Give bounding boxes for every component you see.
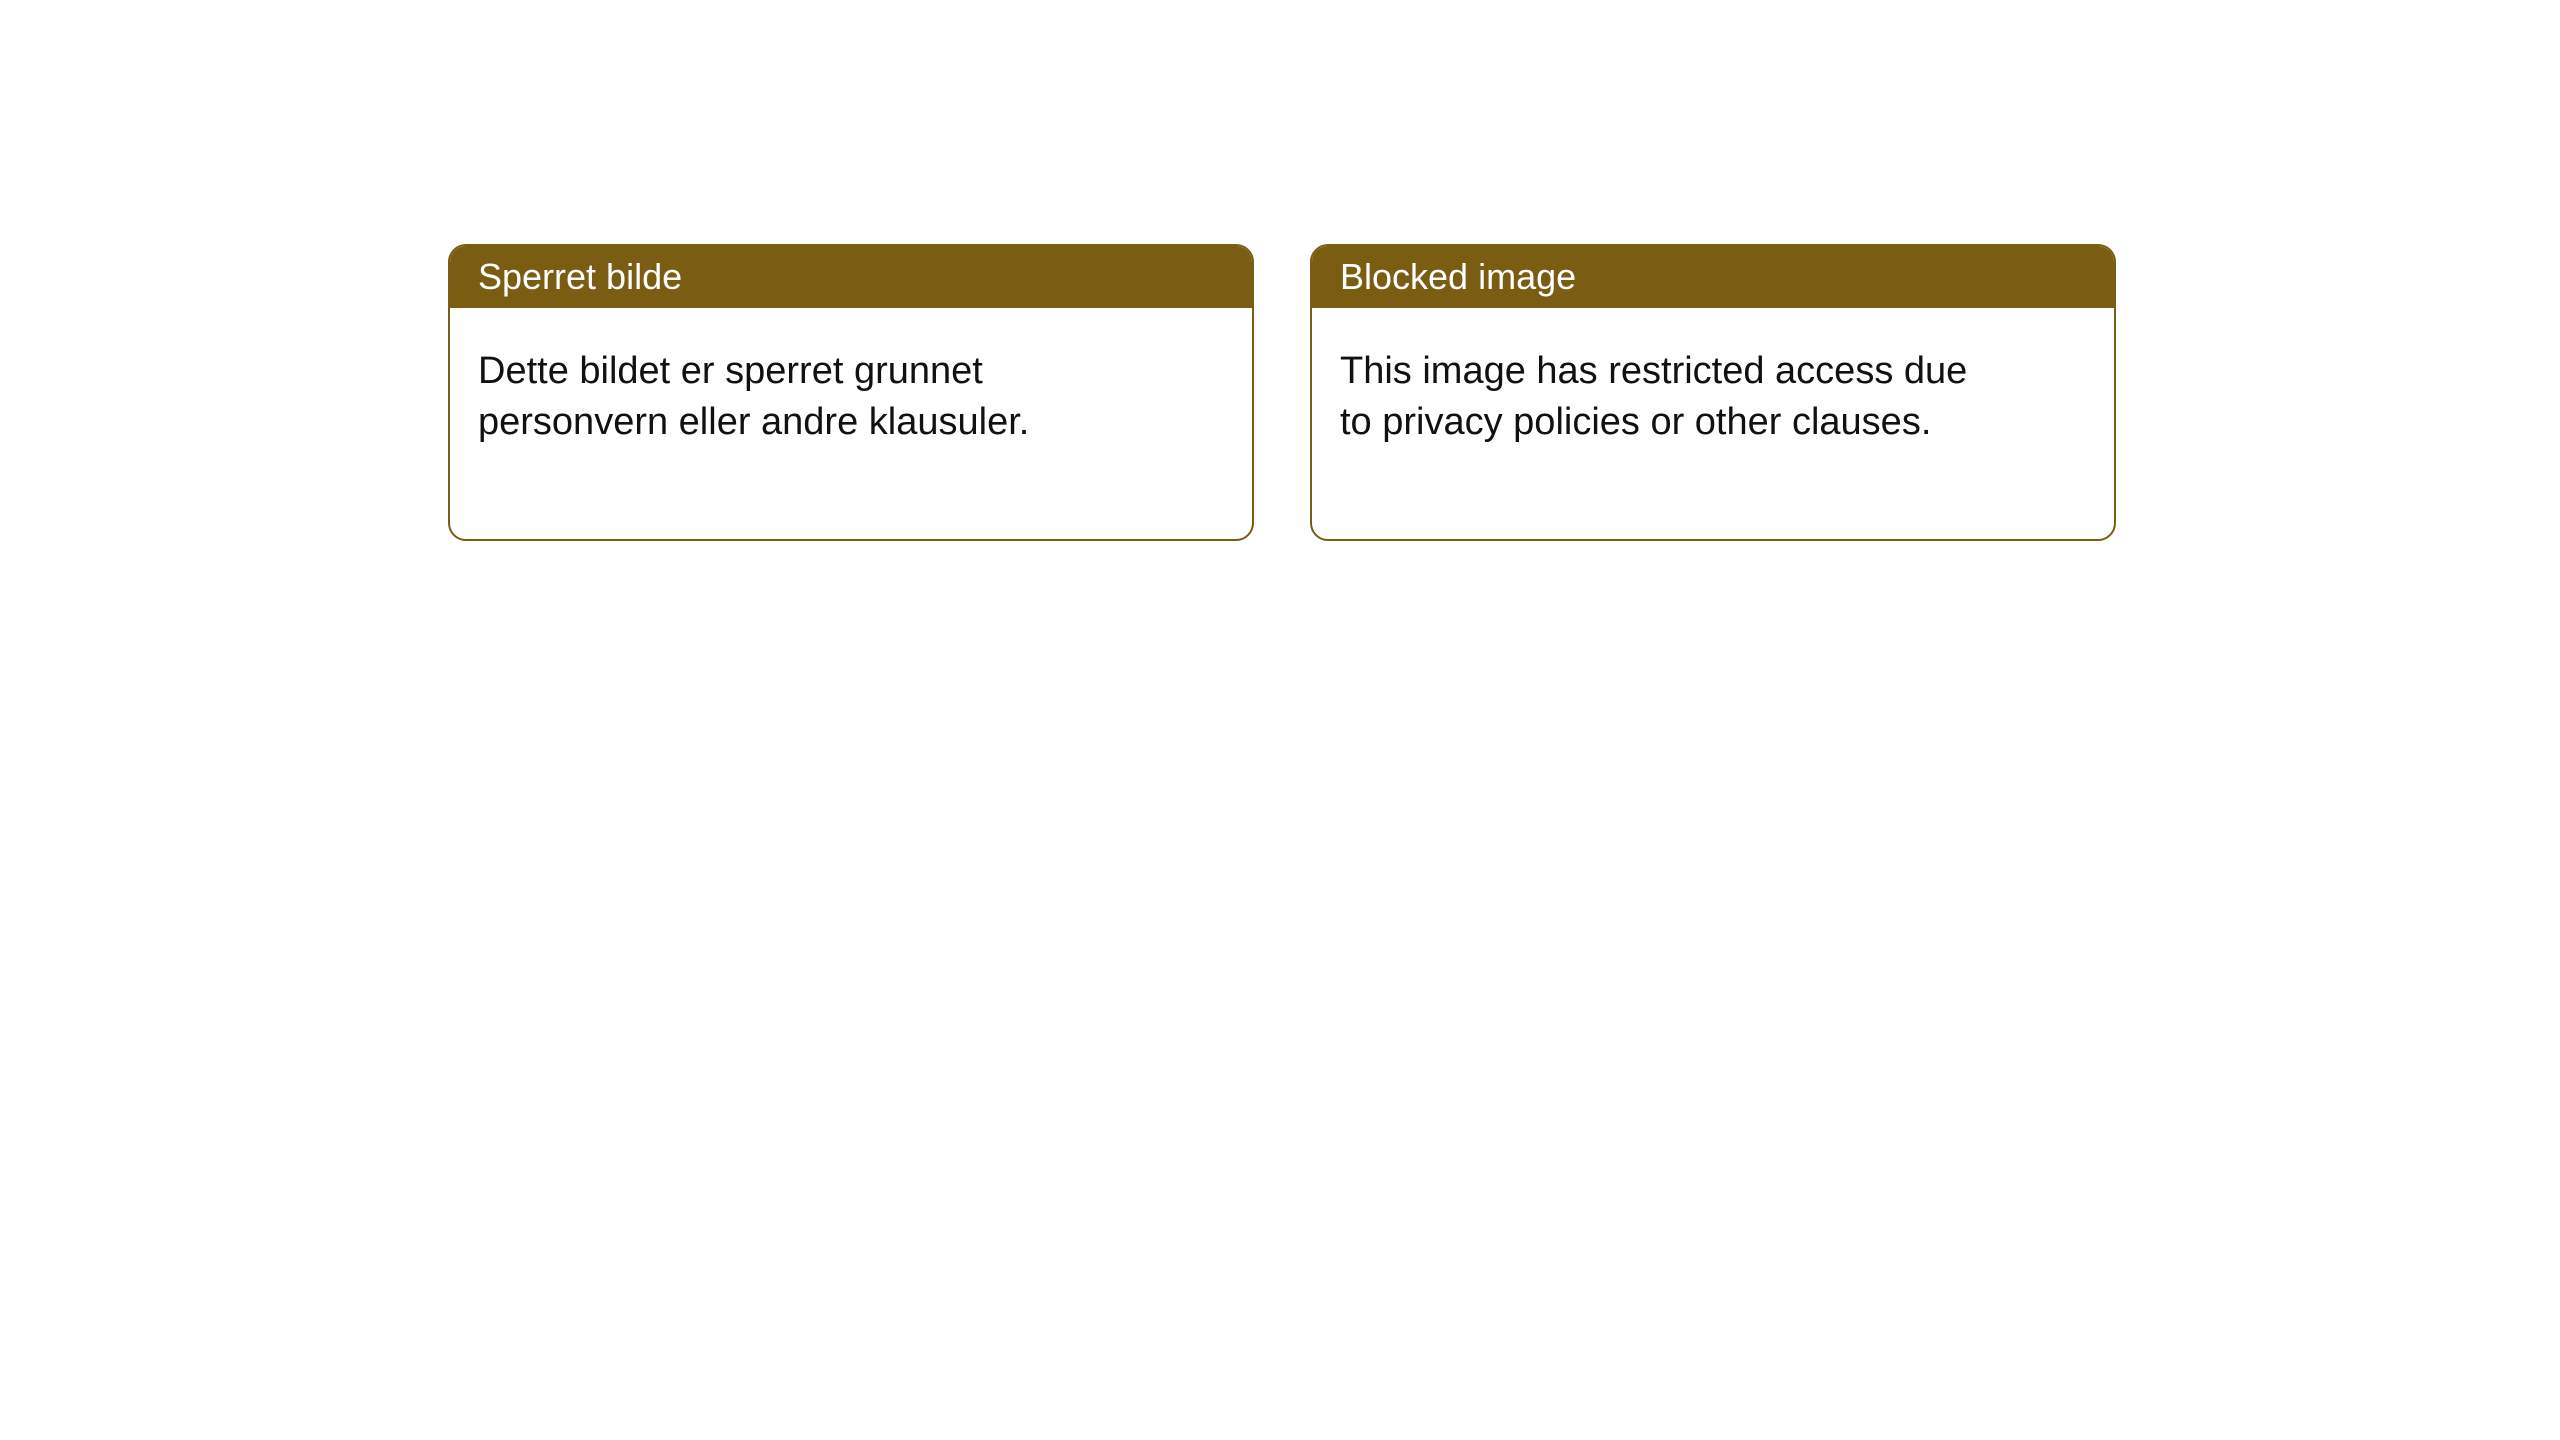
notice-title: Sperret bilde (478, 256, 682, 297)
notice-cards-container: Sperret bilde Dette bildet er sperret gr… (448, 244, 2116, 541)
notice-title: Blocked image (1340, 256, 1576, 297)
notice-body-text: This image has restricted access due to … (1340, 350, 1967, 443)
notice-header: Sperret bilde (450, 246, 1252, 308)
notice-body: Dette bildet er sperret grunnet personve… (450, 308, 1150, 539)
notice-card-norwegian: Sperret bilde Dette bildet er sperret gr… (448, 244, 1254, 541)
notice-body: This image has restricted access due to … (1312, 308, 2012, 539)
notice-body-text: Dette bildet er sperret grunnet personve… (478, 350, 1029, 443)
notice-card-english: Blocked image This image has restricted … (1310, 244, 2116, 541)
notice-header: Blocked image (1312, 246, 2114, 308)
